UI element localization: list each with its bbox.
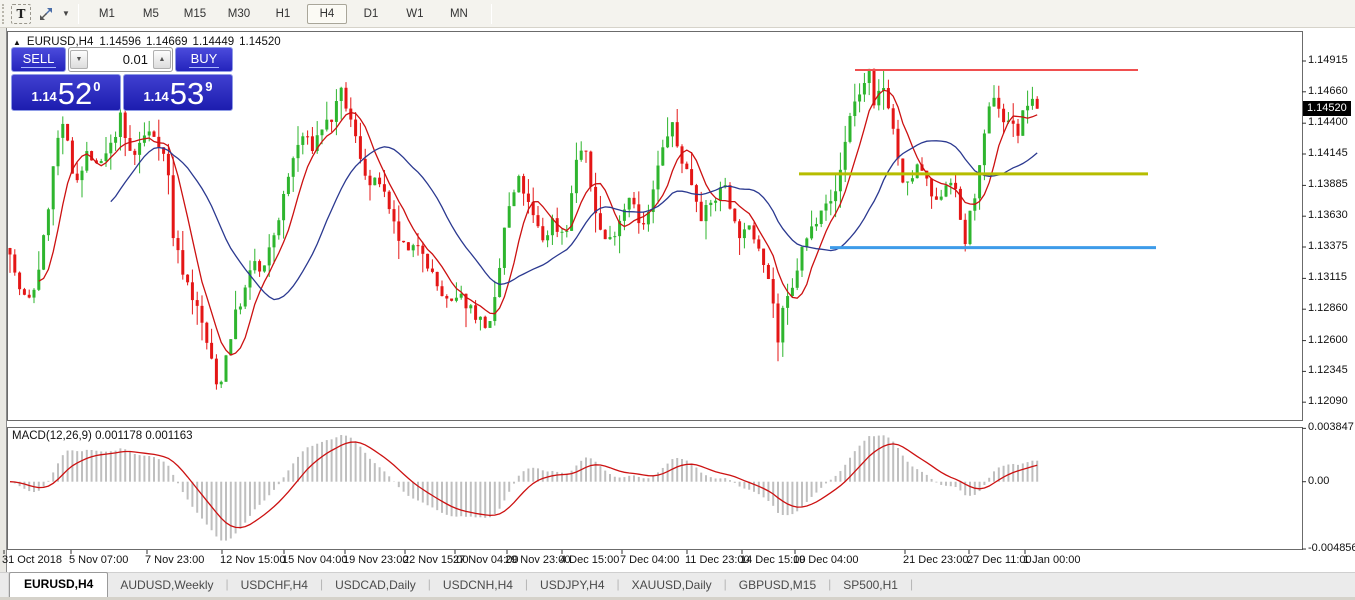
buy-price-sup: 9 <box>205 79 213 94</box>
sell-price-sup: 0 <box>93 79 101 94</box>
time-axis-label: 1 Jan 00:00 <box>1023 554 1081 566</box>
dropdown-caret-icon[interactable]: ▼ <box>62 9 70 18</box>
collapse-panel-arrow-icon[interactable]: ▲ <box>13 37 21 47</box>
price-scale-label: 1.12090 <box>1308 395 1348 408</box>
price-scale-label: 1.12860 <box>1308 302 1348 315</box>
volume-increase-button[interactable]: ▲ <box>153 50 171 69</box>
buy-button[interactable]: BUY <box>175 47 233 72</box>
tab-separator: | <box>225 576 229 591</box>
chart-tab-gbpusd-m15[interactable]: GBPUSD,M15 <box>738 578 817 592</box>
volume-value: 0.01 <box>122 52 148 67</box>
timeframe-button-group: M1 M5 M15 M30 H1 H4 D1 W1 MN <box>85 3 481 24</box>
time-axis-label: 12 Nov 15:00 <box>220 554 286 566</box>
chart-tab-audusd-weekly[interactable]: AUDUSD,Weekly <box>120 578 214 592</box>
timeframe-button-m5[interactable]: M5 <box>142 7 159 20</box>
tab-separator: | <box>909 576 914 591</box>
chart-tab-xauusd-daily[interactable]: XAUUSD,Daily <box>631 578 712 592</box>
time-axis-label: 7 Nov 23:00 <box>145 554 205 566</box>
time-axis-label: 4 Dec 15:00 <box>560 554 620 566</box>
current-price-tag: 1.14520 <box>1303 100 1351 116</box>
buy-price-display[interactable]: 1.14 53 9 <box>123 74 233 111</box>
chart-tab-bar: EURUSD,H4 AUDUSD,Weekly | USDCHF,H4 | USDCAD,… <box>0 572 1355 597</box>
timeframe-button-h4[interactable]: H4 <box>306 3 347 24</box>
macd-indicator-label: MACD(12,26,9) 0.001178 0.001163 <box>12 430 193 442</box>
buy-price-big: 53 <box>169 76 205 111</box>
price-scale-label: 1.12345 <box>1308 364 1348 377</box>
timeframe-button-m15[interactable]: M15 <box>183 7 207 20</box>
time-axis-label: 27 Dec 11:00 <box>967 554 1032 566</box>
price-scale-label: 1.12600 <box>1308 333 1348 346</box>
sell-button[interactable]: SELL <box>11 47 66 72</box>
buy-price-base: 1.14 <box>143 89 169 104</box>
time-axis-label: 21 Dec 23:00 <box>903 554 969 566</box>
toolbar-grip[interactable] <box>2 3 7 24</box>
buy-button-label: BUY <box>188 51 220 68</box>
timeframe-button-h1[interactable]: H1 <box>275 7 291 20</box>
macd-scale-label: -0.004856 <box>1308 542 1355 555</box>
timeframe-button-mn[interactable]: MN <box>449 7 468 20</box>
chart-tab-usdjpy-h4[interactable]: USDJPY,H4 <box>540 578 605 592</box>
price-scale-label: 1.13375 <box>1308 239 1348 252</box>
price-scale-label: 1.13115 <box>1308 271 1347 284</box>
timeframe-button-m30[interactable]: M30 <box>227 7 251 20</box>
chart-tab-usdchf-h4[interactable]: USDCHF,H4 <box>240 578 308 592</box>
chart-header: ▲ EURUSD,H4 1.14596 1.14669 1.14449 1.14… <box>13 36 281 48</box>
price-scale-label: 1.13885 <box>1308 178 1348 191</box>
double-arrow-icon <box>40 7 52 20</box>
symbol-period-label: EURUSD,H4 <box>26 36 94 48</box>
sell-price-big: 52 <box>57 76 93 111</box>
one-click-trading-widget: SELL ▼ 0.01 ▲ BUY 1.14 52 0 1.14 53 9 <box>11 47 233 111</box>
toolbar-separator-2 <box>490 3 492 24</box>
timeframe-button-w1[interactable]: W1 <box>406 7 424 20</box>
time-axis-label: 22 Nov 15:00 <box>403 554 469 566</box>
arrange-tool-button[interactable] <box>33 4 59 24</box>
tab-separator: | <box>828 576 832 591</box>
tab-container: EURUSD,H4 AUDUSD,Weekly | USDCHF,H4 | USDCAD,… <box>9 572 913 597</box>
ohlc-high: 1.14669 <box>145 36 188 48</box>
time-axis-label: 29 Nov 23:00 <box>505 554 571 566</box>
time-axis-label: 19 Nov 23:00 <box>343 554 409 566</box>
window-bottom-edge <box>0 597 1355 600</box>
top-toolbar: T ▼ M1 M5 M15 M30 H1 H4 D1 W1 MN <box>0 0 1355 28</box>
window-left-edge <box>0 28 7 600</box>
price-scale-label: 1.14660 <box>1308 84 1348 97</box>
time-axis-label: 5 Nov 07:00 <box>69 554 129 566</box>
time-axis-label: 27 Nov 04:00 <box>453 554 519 566</box>
volume-decrease-button[interactable]: ▼ <box>70 50 88 69</box>
tab-separator: | <box>524 576 529 591</box>
timeframe-button-m1[interactable]: M1 <box>98 7 115 20</box>
price-scale-label: 1.14915 <box>1308 54 1348 66</box>
tab-separator: | <box>616 576 620 591</box>
chart-tab-eurusd-h4[interactable]: EURUSD,H4 <box>9 572 109 597</box>
time-axis-label: 19 Dec 04:00 <box>793 554 859 566</box>
chart-tab-sp500-h1[interactable]: SP500,H1 <box>843 578 898 592</box>
price-scale-label: 1.13630 <box>1308 209 1348 222</box>
time-axis-label: 11 Dec 23:00 <box>685 554 750 566</box>
timeframe-button-d1[interactable]: D1 <box>363 7 379 20</box>
macd-scale-label: 0.00 <box>1308 474 1330 487</box>
price-scale-label: 1.14145 <box>1308 146 1348 159</box>
sell-price-base: 1.14 <box>31 89 57 104</box>
chart-tab-usdcnh-h4[interactable]: USDCNH,H4 <box>442 578 513 592</box>
toolbar-separator <box>77 3 79 24</box>
ohlc-low: 1.14449 <box>192 36 235 48</box>
sell-button-label: SELL <box>20 51 57 68</box>
tab-separator: | <box>723 576 727 591</box>
tab-separator: | <box>319 576 324 591</box>
macd-indicator-panel[interactable] <box>7 427 1303 550</box>
volume-input[interactable]: ▼ 0.01 ▲ <box>68 47 173 72</box>
text-tool-button[interactable]: T <box>11 3 31 24</box>
time-axis-label: 7 Dec 04:00 <box>620 554 680 566</box>
price-scale-label: 1.14400 <box>1308 116 1348 129</box>
chart-tab-usdcad-daily[interactable]: USDCAD,Daily <box>335 578 416 592</box>
macd-scale-label: 0.003847 <box>1308 421 1354 434</box>
ohlc-close: 1.14520 <box>239 36 281 48</box>
sell-price-display[interactable]: 1.14 52 0 <box>11 74 121 111</box>
time-axis-label: 15 Nov 04:00 <box>282 554 348 566</box>
time-axis-label: 31 Oct 2018 <box>2 554 62 566</box>
tab-separator: | <box>427 576 431 591</box>
ohlc-open: 1.14596 <box>99 36 141 48</box>
tab-bar-edge <box>0 572 9 597</box>
time-axis-label: 14 Dec 15:00 <box>740 554 806 566</box>
